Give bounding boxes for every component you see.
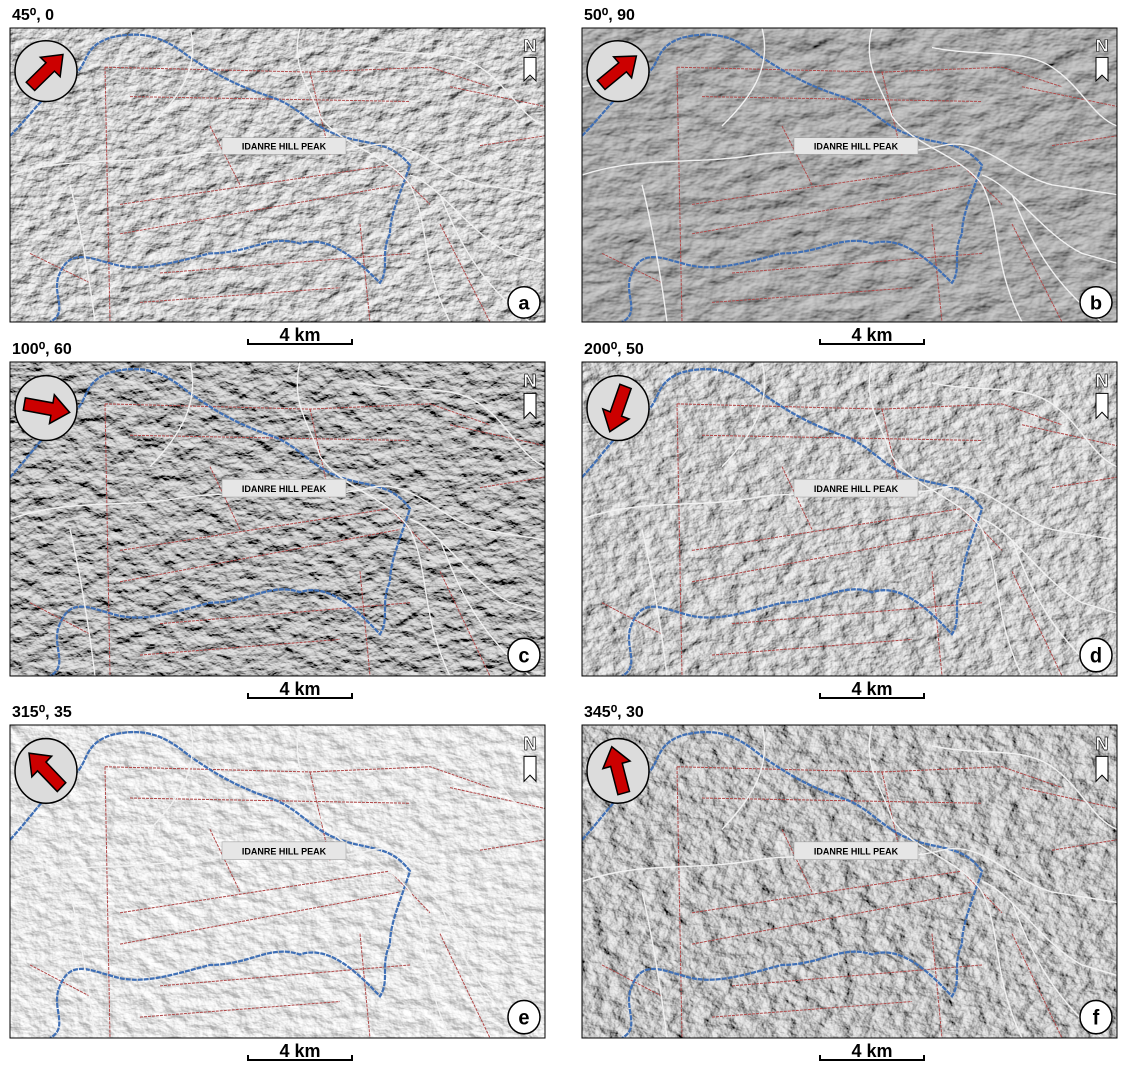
map: IDANRE HILL PEAK Nd bbox=[582, 362, 1117, 676]
scale-label: 4 km bbox=[279, 679, 320, 699]
peak-label: IDANRE HILL PEAK bbox=[242, 846, 327, 856]
panel-letter: f bbox=[1093, 1007, 1100, 1029]
scale-label: 4 km bbox=[279, 325, 320, 345]
panel-header: 200⁰, 50 bbox=[584, 341, 644, 358]
peak-label: IDANRE HILL PEAK bbox=[814, 484, 899, 494]
north-label: N bbox=[1095, 36, 1108, 56]
scale-label: 4 km bbox=[851, 1041, 892, 1061]
relief bbox=[582, 362, 1117, 676]
relief bbox=[10, 725, 545, 1038]
panel-header: 345⁰, 30 bbox=[584, 704, 644, 721]
relief bbox=[10, 362, 545, 676]
scale-label: 4 km bbox=[851, 325, 892, 345]
map: IDANRE HILL PEAK Nb bbox=[582, 28, 1117, 322]
scale-label: 4 km bbox=[851, 679, 892, 699]
panel-header: 100⁰, 60 bbox=[12, 341, 72, 358]
panel-letter: c bbox=[518, 644, 529, 668]
map: IDANRE HILL PEAK Nc bbox=[10, 362, 545, 676]
relief bbox=[582, 28, 1117, 322]
relief bbox=[582, 725, 1117, 1038]
panel-header: 50⁰, 90 bbox=[584, 7, 635, 24]
panel-letter: a bbox=[518, 292, 530, 314]
north-label: N bbox=[524, 370, 537, 391]
map: IDANRE HILL PEAK Ne bbox=[10, 725, 545, 1038]
north-label: N bbox=[523, 36, 536, 56]
peak-label: IDANRE HILL PEAK bbox=[814, 846, 899, 856]
peak-label: IDANRE HILL PEAK bbox=[242, 484, 327, 494]
north-label: N bbox=[524, 733, 537, 754]
panel-letter: e bbox=[518, 1007, 529, 1029]
figure: 45⁰, 0 IDANRE HILL PEAK Na 4 km 50⁰, 90 IDANR… bbox=[0, 0, 1122, 1061]
north-label: N bbox=[1096, 733, 1109, 754]
panel-letter: d bbox=[1090, 644, 1102, 668]
north-label: N bbox=[1096, 370, 1109, 391]
map: IDANRE HILL PEAK Nf bbox=[582, 725, 1117, 1038]
peak-label: IDANRE HILL PEAK bbox=[242, 142, 327, 152]
relief bbox=[10, 28, 545, 322]
panel-header: 315⁰, 35 bbox=[12, 704, 72, 721]
panel-header: 45⁰, 0 bbox=[12, 7, 54, 24]
panel-letter: b bbox=[1090, 292, 1102, 314]
scale-label: 4 km bbox=[279, 1041, 320, 1061]
peak-label: IDANRE HILL PEAK bbox=[814, 142, 899, 152]
map: IDANRE HILL PEAK Na bbox=[10, 28, 545, 322]
